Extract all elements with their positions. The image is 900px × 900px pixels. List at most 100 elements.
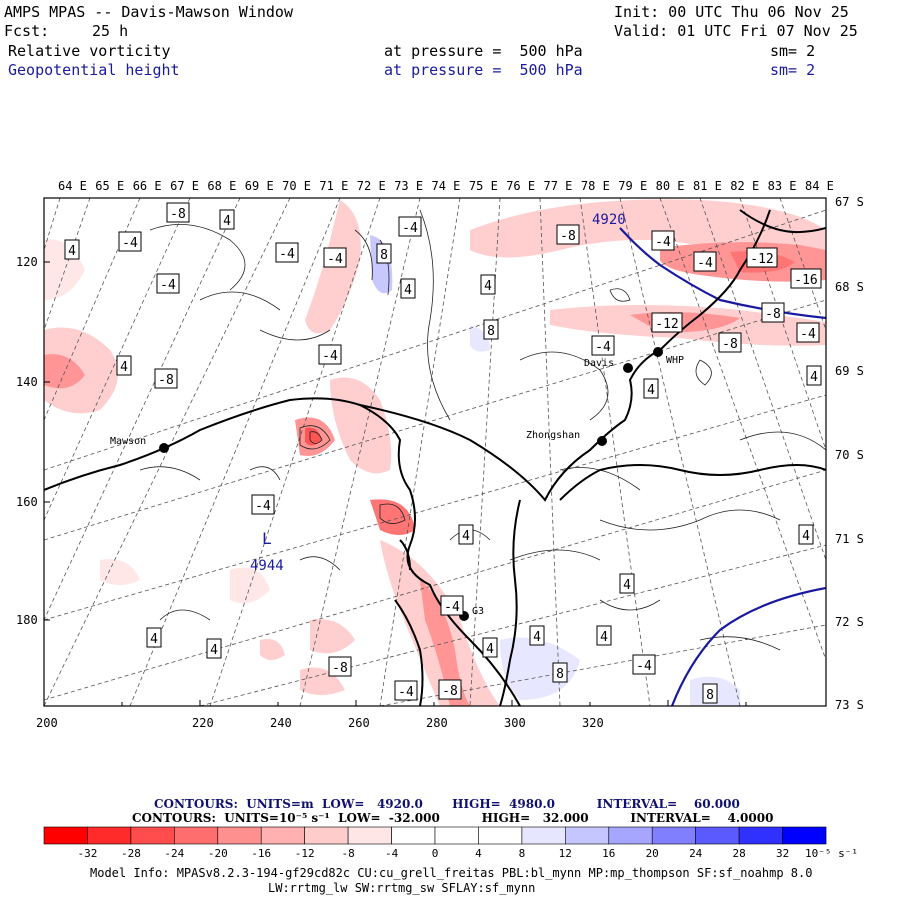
vorticity-contour-info: CONTOURS: UNITS=10⁻⁵ s⁻¹ LOW= -32.000 HI… — [132, 811, 774, 825]
height-label-4944: 4944 — [250, 558, 284, 574]
x-tick-320: 320 — [582, 716, 604, 730]
svg-text:4: 4 — [533, 630, 541, 645]
longitude-label: 81 E — [693, 179, 722, 193]
colorbar-tick: -24 — [164, 847, 184, 860]
svg-text:4: 4 — [120, 360, 128, 375]
longitude-label: 80 E — [656, 179, 685, 193]
svg-text:8: 8 — [487, 324, 495, 339]
colorbar-swatch — [651, 826, 696, 845]
contour-label: 4 — [458, 524, 474, 545]
colorbar-tick: -32 — [77, 847, 97, 860]
field2-level: at pressure = 500 hPa — [384, 61, 583, 79]
contour-label: 8 — [376, 243, 392, 264]
y-tick-160: 160 — [16, 495, 38, 509]
longitude-labels: 64 E 65 E 66 E 67 E 68 E 69 E 70 E 71 E 72 E 73 E… — [58, 179, 834, 193]
latitude-label: 68 S — [835, 280, 864, 294]
contour-label: 4 — [596, 625, 612, 646]
svg-text:-4: -4 — [322, 349, 338, 364]
field1-name: Relative vorticity — [8, 42, 171, 60]
contour-label: 4 — [529, 625, 545, 646]
contour-label: -4 — [632, 654, 656, 675]
model-info-line2: LW:rrtmg_lw SW:rrtmg_sw SFLAY:sf_mynn — [268, 881, 536, 895]
field2-name: Geopotential height — [8, 61, 180, 79]
longitude-label: 83 E — [768, 179, 797, 193]
x-tick-300: 300 — [504, 716, 526, 730]
contour-label: -4 — [394, 680, 418, 701]
svg-text:8: 8 — [706, 688, 714, 703]
colorbar-tick-labels: -32 -28 -24 -20 -16 -12 -8 -4 0 4 8 12 16 20 24 28 32 — [77, 847, 789, 860]
colorbar-tick: 8 — [519, 847, 526, 860]
colorbar-swatch — [391, 826, 436, 845]
svg-text:4: 4 — [223, 214, 231, 229]
svg-text:-8: -8 — [332, 661, 348, 676]
contour-label: -8 — [438, 679, 462, 700]
contour-label: 4 — [64, 239, 80, 260]
contour-label: 4 — [116, 355, 132, 376]
svg-text:-12: -12 — [655, 317, 678, 332]
x-axis-labels: 200 220 240 260 280 300 320 — [36, 716, 604, 730]
station-mawson: Mawson — [110, 436, 146, 447]
svg-text:-4: -4 — [327, 252, 343, 267]
contour-label: -4 — [275, 242, 299, 263]
colorbar-tick: 24 — [689, 847, 703, 860]
longitude-label: 84 E — [805, 179, 834, 193]
svg-text:4: 4 — [623, 578, 631, 593]
longitude-label: 76 E — [506, 179, 535, 193]
svg-text:-8: -8 — [170, 207, 186, 222]
longitude-label: 70 E — [282, 179, 311, 193]
colorbar-swatch — [521, 826, 566, 845]
latitude-label: 70 S — [835, 448, 864, 462]
svg-text:4: 4 — [802, 529, 810, 544]
svg-text:4: 4 — [210, 643, 218, 658]
station-whp: WHP — [666, 355, 684, 366]
model-info-line1: Model Info: MPASv8.2.3-194-gf29cd82c CU:… — [90, 866, 813, 880]
field1-level: at pressure = 500 hPa — [384, 42, 583, 60]
colorbar-swatch — [260, 826, 305, 845]
contour-label: -4 — [398, 216, 422, 237]
low-marker: L — [262, 529, 272, 548]
map-frame — [43, 197, 827, 707]
colorbar-tick: -16 — [251, 847, 271, 860]
colorbar-tick: 16 — [602, 847, 615, 860]
svg-text:-4: -4 — [595, 340, 611, 355]
colorbar-swatch — [434, 826, 479, 845]
x-tick-200: 200 — [36, 716, 58, 730]
svg-text:4: 4 — [810, 370, 818, 385]
colorbar-swatch — [43, 826, 88, 845]
longitude-label: 74 E — [432, 179, 461, 193]
field2-smoothing: sm= 2 — [770, 61, 816, 79]
station-dot-mawson — [159, 443, 169, 453]
svg-text:4: 4 — [404, 283, 412, 298]
colorbar-swatch — [217, 826, 262, 845]
contour-labels: -8 4 4 -4 -4 -4 -4 -4 8 4 4 -4 8 4 -8 -8 -4 -4 -12 -16 -12 -8… — [64, 202, 822, 704]
latitude-label: 69 S — [835, 364, 864, 378]
longitude-label: 69 E — [245, 179, 274, 193]
longitude-label: 77 E — [544, 179, 573, 193]
longitude-label: 82 E — [730, 179, 759, 193]
station-g3: G3 — [472, 606, 484, 617]
contour-label: -8 — [328, 656, 352, 677]
svg-text:-4: -4 — [122, 236, 138, 251]
contour-label: -12 — [746, 247, 778, 268]
contour-label: 4 — [643, 378, 659, 399]
contour-label: 4 — [806, 365, 822, 386]
plot-title: AMPS MPAS -- Davis-Mawson Window — [4, 3, 293, 21]
height-contour-info: CONTOURS: UNITS=m LOW= 4920.0 HIGH= 4980… — [154, 797, 740, 811]
svg-text:-8: -8 — [442, 684, 458, 699]
colorbar-swatch — [738, 826, 783, 845]
colorbar-swatch — [174, 826, 219, 845]
contour-label: 8 — [552, 662, 568, 683]
colorbar-tick: -20 — [208, 847, 228, 860]
contour-label: 4 — [798, 524, 814, 545]
svg-text:4: 4 — [647, 383, 655, 398]
colorbar-swatch — [130, 826, 175, 845]
longitude-label: 65 E — [95, 179, 124, 193]
svg-text:8: 8 — [380, 248, 388, 263]
contour-label: -4 — [251, 494, 275, 515]
svg-text:4: 4 — [600, 630, 608, 645]
contour-label: 4 — [206, 638, 222, 659]
x-tick-280: 280 — [426, 716, 448, 730]
contour-label: -4 — [323, 247, 347, 268]
svg-text:-4: -4 — [160, 278, 176, 293]
